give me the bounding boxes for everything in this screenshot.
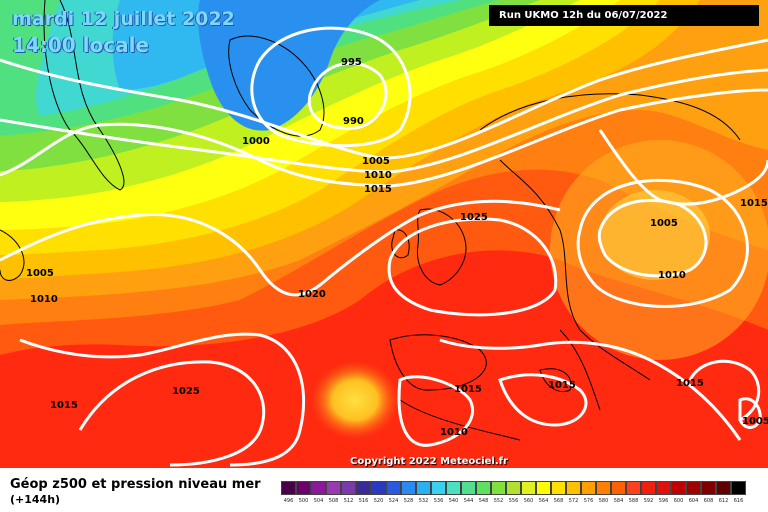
isobar-label: 1010: [440, 427, 468, 438]
scale-value: 568: [553, 498, 564, 504]
isobar-label: 1025: [460, 212, 488, 223]
scale-value: 604: [688, 498, 699, 504]
scale-value: 536: [433, 498, 444, 504]
model-run-info: Run UKMO 12h du 06/07/2022: [489, 5, 759, 26]
scale-swatch: [431, 481, 446, 495]
scale-swatch: [596, 481, 611, 495]
scale-swatch: [296, 481, 311, 495]
isobar-label: 1005: [26, 268, 54, 279]
scale-value: 600: [673, 498, 684, 504]
scale-swatch: [671, 481, 686, 495]
scale-value: 596: [658, 498, 669, 504]
isobar-label: 1010: [658, 270, 686, 281]
scale-swatch: [656, 481, 671, 495]
scale-swatch: [356, 481, 371, 495]
scale-swatch: [716, 481, 731, 495]
isobar-label: 1010: [364, 170, 392, 181]
scale-value: 548: [478, 498, 489, 504]
forecast-date-title: mardi 12 juillet 2022: [12, 8, 235, 30]
scale-value: 560: [523, 498, 534, 504]
isobar-label: 1015: [740, 198, 768, 209]
isobar-label: 995: [341, 57, 362, 68]
scale-swatch: [416, 481, 431, 495]
geopotential-shading: [0, 0, 768, 468]
scale-swatch: [731, 481, 746, 495]
scale-swatch: [461, 481, 476, 495]
isobar-labels: 995 990 1000 1005 1010 1015 1025 1005 10…: [26, 57, 768, 438]
color-scale: [281, 481, 746, 495]
scale-value: 584: [613, 498, 624, 504]
scale-value: 516: [358, 498, 369, 504]
scale-value: 616: [733, 498, 744, 504]
scale-value: 608: [703, 498, 714, 504]
scale-value: 508: [328, 498, 339, 504]
scale-swatch: [281, 481, 296, 495]
legend-subtitle: (+144h): [10, 493, 61, 506]
scale-value: 540: [448, 498, 459, 504]
legend-title: Géop z500 et pression niveau mer: [10, 477, 261, 492]
scale-swatch: [626, 481, 641, 495]
scale-value: 496: [283, 498, 294, 504]
scale-swatch: [611, 481, 626, 495]
scale-value: 580: [598, 498, 609, 504]
scale-swatch: [701, 481, 716, 495]
isobar-label: 1015: [50, 400, 78, 411]
isobar-label: 1000: [242, 136, 270, 147]
geopotential-pressure-map: 995 990 1000 1005 1010 1015 1025 1005 10…: [0, 0, 768, 468]
scale-value: 528: [403, 498, 414, 504]
isobar-label: 1005: [650, 218, 678, 229]
scale-value: 520: [373, 498, 384, 504]
coastlines: [0, 0, 741, 441]
isobar-label: 1005: [362, 156, 390, 167]
scale-value: 552: [493, 498, 504, 504]
isobars: [0, 26, 768, 467]
scale-value: 592: [643, 498, 654, 504]
isobar-label: 1025: [172, 386, 200, 397]
scale-value: 576: [583, 498, 594, 504]
scale-swatch: [536, 481, 551, 495]
scale-value: 504: [313, 498, 324, 504]
scale-swatch: [386, 481, 401, 495]
scale-value: 588: [628, 498, 639, 504]
isobar-label: 1015: [548, 380, 576, 391]
scale-value: 544: [463, 498, 474, 504]
scale-value: 612: [718, 498, 729, 504]
scale-swatch: [311, 481, 326, 495]
isobar-label: 1015: [454, 384, 482, 395]
isobar-label: 1020: [298, 289, 326, 300]
scale-swatch: [641, 481, 656, 495]
scale-value: 572: [568, 498, 579, 504]
scale-swatch: [491, 481, 506, 495]
isobar-label: 1005: [742, 416, 768, 427]
forecast-time-title: 14:00 locale: [12, 33, 149, 57]
scale-swatch: [371, 481, 386, 495]
scale-swatch: [476, 481, 491, 495]
scale-swatch: [566, 481, 581, 495]
scale-value: 556: [508, 498, 519, 504]
scale-swatch: [581, 481, 596, 495]
isobar-label: 1010: [30, 294, 58, 305]
copyright-notice: Copyright 2022 Meteociel.fr: [350, 456, 508, 467]
scale-value: 532: [418, 498, 429, 504]
scale-value: 500: [298, 498, 309, 504]
isobar-label: 1015: [364, 184, 392, 195]
isobar-label: 1015: [676, 378, 704, 389]
scale-swatch: [686, 481, 701, 495]
isobar-label: 990: [343, 116, 364, 127]
scale-swatch: [326, 481, 341, 495]
scale-swatch: [446, 481, 461, 495]
legend-footer: Géop z500 et pression niveau mer (+144h)…: [0, 468, 768, 512]
scale-swatch: [341, 481, 356, 495]
scale-swatch: [551, 481, 566, 495]
scale-value: 524: [388, 498, 399, 504]
scale-swatch: [506, 481, 521, 495]
scale-swatch: [401, 481, 416, 495]
scale-value: 512: [343, 498, 354, 504]
scale-value: 564: [538, 498, 549, 504]
scale-swatch: [521, 481, 536, 495]
color-scale-labels: 496 500 504 508 512 516 520 524 528 532 536 540 544 5…: [281, 498, 746, 504]
